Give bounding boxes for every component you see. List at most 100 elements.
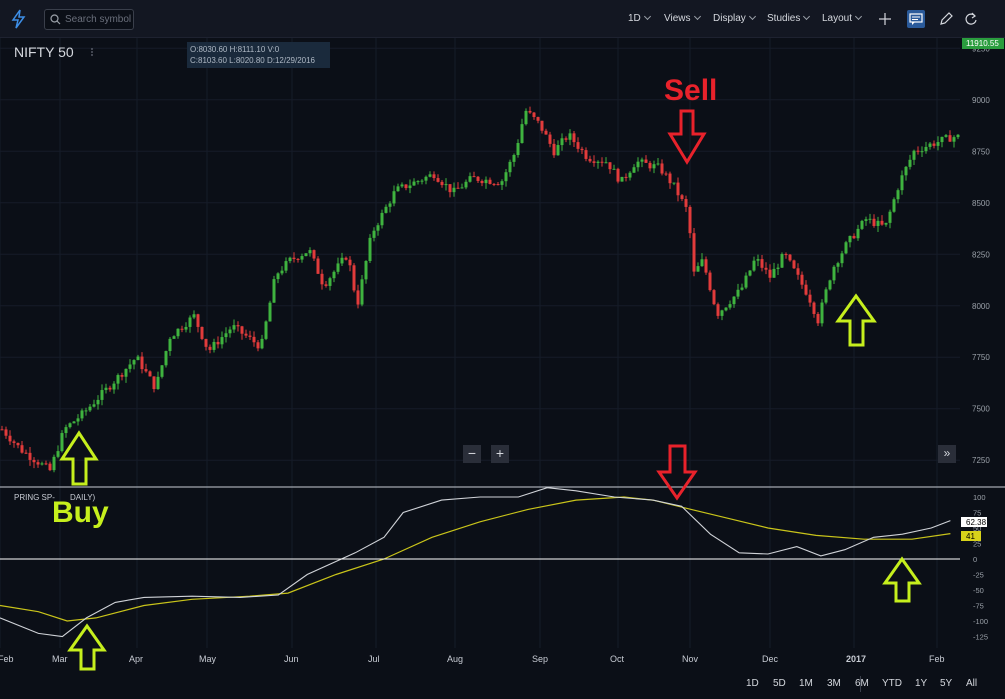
timeframe-button[interactable]: 1Y xyxy=(915,678,928,689)
candle-body xyxy=(572,133,576,143)
candle-body xyxy=(172,336,176,339)
candle-body xyxy=(344,257,348,260)
candle-body xyxy=(584,150,588,159)
candle-body xyxy=(100,390,104,400)
studies-dropdown[interactable]: Studies xyxy=(767,12,811,24)
timeframe-button[interactable]: 5Y xyxy=(940,678,953,689)
price-tick-label: 8750 xyxy=(972,147,990,156)
zoom-out-button[interactable]: − xyxy=(463,445,481,463)
time-tick-label: May xyxy=(199,654,217,664)
price-tick-label: 7750 xyxy=(972,353,990,362)
candle-body xyxy=(636,161,640,168)
sell-arrow-indicator xyxy=(656,444,698,501)
candle-body xyxy=(676,182,680,196)
candle-body xyxy=(120,375,124,377)
candle-body xyxy=(480,180,484,184)
candle-body xyxy=(8,435,12,442)
indicator-tick-label: -125 xyxy=(973,633,988,642)
candle-body xyxy=(516,142,520,156)
candle-body xyxy=(812,302,816,314)
candle-body xyxy=(820,302,824,324)
candle-body xyxy=(424,176,428,181)
candle-body xyxy=(908,159,912,167)
display-dropdown[interactable]: Display xyxy=(713,12,756,24)
layout-dropdown[interactable]: Layout xyxy=(822,12,863,24)
lightning-logo-icon[interactable] xyxy=(10,9,28,29)
timeframe-bar: 1D 5D 1M 3M 6M YTD 1Y 5Y All xyxy=(0,672,1005,699)
zoom-in-button[interactable]: + xyxy=(491,445,509,463)
buy-arrow-price xyxy=(59,430,99,486)
sell-arrow-top xyxy=(667,109,707,165)
candle-body xyxy=(468,176,472,182)
candle-body xyxy=(684,199,688,207)
candle-body xyxy=(680,195,684,200)
candle-body xyxy=(628,172,632,178)
interval-dropdown[interactable]: 1D xyxy=(628,12,651,24)
candle-body xyxy=(620,176,624,182)
candle-body xyxy=(672,182,676,184)
candle-body xyxy=(728,304,732,308)
chart-canvas[interactable]: 725075007750800082508500875090009250 119… xyxy=(0,38,1005,672)
chevron-down-icon xyxy=(643,12,651,21)
candle-body xyxy=(296,258,300,260)
timeframe-button[interactable]: YTD xyxy=(882,678,902,689)
candle-body xyxy=(624,176,628,178)
symbol-search-box[interactable] xyxy=(44,9,134,30)
indicator-tick-label: 100 xyxy=(973,493,986,502)
time-tick-label: Nov xyxy=(682,654,699,664)
candle-body xyxy=(72,421,76,424)
views-dropdown[interactable]: Views xyxy=(664,12,701,24)
candle-body xyxy=(28,452,32,460)
candle-body xyxy=(652,164,656,169)
candle-body xyxy=(164,351,168,366)
timeframe-button[interactable]: All xyxy=(966,678,978,689)
candle-body xyxy=(532,112,536,118)
time-tick-label: Apr xyxy=(129,654,143,664)
candle-body xyxy=(708,272,712,291)
candle-body xyxy=(4,429,8,436)
slow-value-badge xyxy=(961,531,981,541)
fast-value-badge xyxy=(961,517,987,527)
search-input[interactable] xyxy=(65,12,131,27)
candle-body xyxy=(476,176,480,181)
candle-body xyxy=(364,260,368,280)
candle-body xyxy=(656,163,660,165)
scroll-to-latest-button[interactable]: » xyxy=(938,445,956,463)
time-tick-label: Sep xyxy=(532,654,548,664)
candle-body xyxy=(540,120,544,131)
candle-body xyxy=(280,270,284,274)
comment-icon[interactable] xyxy=(907,10,925,28)
ohlc-legend-box xyxy=(187,42,330,68)
timeframe-button[interactable]: 5D xyxy=(773,678,786,689)
candle-body xyxy=(548,134,552,144)
chevron-down-icon xyxy=(854,12,863,21)
refresh-icon[interactable] xyxy=(962,10,980,28)
timeframe-button[interactable]: 1D xyxy=(746,678,759,689)
timeframe-button[interactable]: 1M xyxy=(799,678,813,689)
candle-body xyxy=(140,356,144,370)
candle-body xyxy=(504,172,508,182)
candle-body xyxy=(788,254,792,261)
crosshair-icon[interactable] xyxy=(876,10,894,28)
candle-body xyxy=(40,463,44,465)
candle-body xyxy=(208,346,212,350)
pencil-icon[interactable] xyxy=(937,10,955,28)
candle-body xyxy=(124,368,128,377)
candle-body xyxy=(224,333,228,338)
candle-body xyxy=(796,268,800,275)
more-dot xyxy=(91,51,93,53)
candle-body xyxy=(92,404,96,407)
timeframe-button[interactable]: 6M xyxy=(855,678,869,689)
indicator-tick-label: -100 xyxy=(973,617,988,626)
top-toolbar: 1D Views Display Studies Layout xyxy=(0,0,1005,38)
candle-body xyxy=(196,314,200,327)
candle-body xyxy=(764,267,768,270)
candle-body xyxy=(248,335,252,337)
timeframe-button[interactable]: 3M xyxy=(827,678,841,689)
candle-body xyxy=(824,289,828,303)
candle-body xyxy=(340,257,344,264)
candle-body xyxy=(752,260,756,271)
candle-body xyxy=(44,463,48,465)
candle-body xyxy=(512,155,516,162)
candle-body xyxy=(228,329,232,334)
